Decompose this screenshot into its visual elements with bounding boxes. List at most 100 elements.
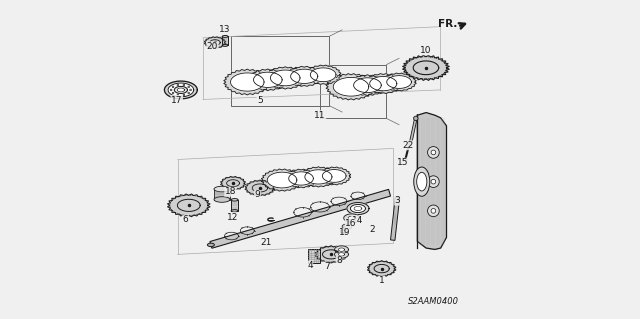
Text: 7: 7 bbox=[324, 262, 330, 271]
Polygon shape bbox=[348, 216, 355, 220]
Circle shape bbox=[431, 150, 436, 155]
Circle shape bbox=[431, 209, 436, 213]
Polygon shape bbox=[168, 194, 210, 217]
Text: 17: 17 bbox=[171, 96, 182, 105]
Ellipse shape bbox=[207, 243, 214, 247]
Polygon shape bbox=[351, 204, 365, 212]
Polygon shape bbox=[222, 36, 228, 45]
Polygon shape bbox=[174, 86, 188, 93]
Text: S2AAM0400: S2AAM0400 bbox=[408, 297, 459, 306]
Text: 18: 18 bbox=[225, 187, 236, 196]
Circle shape bbox=[177, 94, 179, 96]
Bar bbox=[308, 249, 320, 263]
Circle shape bbox=[413, 116, 418, 121]
Bar bbox=[320, 65, 387, 118]
Polygon shape bbox=[342, 224, 351, 229]
Polygon shape bbox=[168, 83, 194, 97]
Circle shape bbox=[431, 179, 436, 184]
Text: 6: 6 bbox=[183, 215, 189, 224]
Circle shape bbox=[404, 158, 407, 161]
Circle shape bbox=[170, 89, 172, 91]
Ellipse shape bbox=[222, 44, 228, 46]
Text: 19: 19 bbox=[339, 228, 351, 237]
Text: 16: 16 bbox=[345, 219, 356, 228]
Polygon shape bbox=[164, 81, 197, 99]
Circle shape bbox=[188, 92, 189, 94]
Text: 14: 14 bbox=[351, 216, 363, 225]
Circle shape bbox=[172, 92, 174, 94]
Polygon shape bbox=[285, 66, 323, 86]
Ellipse shape bbox=[214, 197, 230, 202]
Polygon shape bbox=[348, 75, 387, 96]
Text: 12: 12 bbox=[227, 212, 239, 222]
Polygon shape bbox=[264, 67, 306, 89]
Polygon shape bbox=[326, 74, 376, 100]
Text: 13: 13 bbox=[219, 25, 230, 34]
Circle shape bbox=[428, 176, 439, 188]
Polygon shape bbox=[335, 246, 348, 253]
Polygon shape bbox=[413, 61, 438, 75]
Text: 3: 3 bbox=[395, 196, 401, 205]
Polygon shape bbox=[344, 214, 360, 222]
Polygon shape bbox=[335, 250, 348, 258]
Polygon shape bbox=[339, 248, 344, 251]
Text: FR.: FR. bbox=[438, 19, 457, 29]
Text: 21: 21 bbox=[260, 238, 272, 247]
Circle shape bbox=[189, 89, 191, 91]
Ellipse shape bbox=[413, 167, 430, 196]
Polygon shape bbox=[248, 69, 288, 91]
Text: 20: 20 bbox=[207, 42, 218, 51]
Text: 4: 4 bbox=[307, 261, 313, 270]
Circle shape bbox=[172, 86, 174, 88]
Text: 15: 15 bbox=[397, 158, 408, 167]
Ellipse shape bbox=[231, 210, 238, 212]
Polygon shape bbox=[409, 118, 417, 145]
Text: 5: 5 bbox=[257, 96, 263, 105]
Polygon shape bbox=[370, 77, 397, 91]
Polygon shape bbox=[390, 197, 399, 241]
Polygon shape bbox=[177, 199, 200, 211]
Polygon shape bbox=[221, 176, 246, 190]
Polygon shape bbox=[374, 264, 389, 273]
Circle shape bbox=[183, 94, 185, 96]
Polygon shape bbox=[387, 76, 412, 88]
Polygon shape bbox=[261, 169, 303, 191]
Polygon shape bbox=[364, 74, 402, 93]
Ellipse shape bbox=[214, 186, 230, 192]
Ellipse shape bbox=[231, 199, 238, 201]
Polygon shape bbox=[204, 37, 226, 48]
Polygon shape bbox=[291, 69, 317, 84]
Polygon shape bbox=[231, 200, 238, 211]
Ellipse shape bbox=[222, 35, 228, 38]
Ellipse shape bbox=[394, 212, 396, 225]
Polygon shape bbox=[333, 78, 369, 96]
Circle shape bbox=[428, 205, 439, 217]
Polygon shape bbox=[224, 69, 271, 95]
Polygon shape bbox=[253, 72, 282, 87]
Polygon shape bbox=[227, 180, 239, 187]
Circle shape bbox=[177, 84, 179, 86]
Polygon shape bbox=[210, 40, 220, 45]
Ellipse shape bbox=[417, 172, 427, 191]
Polygon shape bbox=[315, 246, 347, 263]
Polygon shape bbox=[339, 253, 344, 256]
Polygon shape bbox=[317, 167, 351, 185]
Polygon shape bbox=[289, 172, 314, 185]
Polygon shape bbox=[347, 203, 369, 214]
Polygon shape bbox=[268, 172, 297, 188]
Polygon shape bbox=[354, 78, 381, 93]
Polygon shape bbox=[210, 189, 390, 248]
Polygon shape bbox=[382, 73, 416, 91]
Polygon shape bbox=[367, 261, 396, 277]
Polygon shape bbox=[305, 65, 341, 84]
Polygon shape bbox=[403, 55, 449, 80]
Polygon shape bbox=[300, 167, 337, 187]
Polygon shape bbox=[252, 184, 268, 192]
Circle shape bbox=[183, 84, 185, 86]
Text: 11: 11 bbox=[314, 111, 326, 120]
Text: 9: 9 bbox=[255, 190, 260, 199]
Polygon shape bbox=[271, 70, 300, 86]
Polygon shape bbox=[323, 169, 346, 182]
Circle shape bbox=[428, 147, 439, 158]
Polygon shape bbox=[284, 169, 318, 188]
